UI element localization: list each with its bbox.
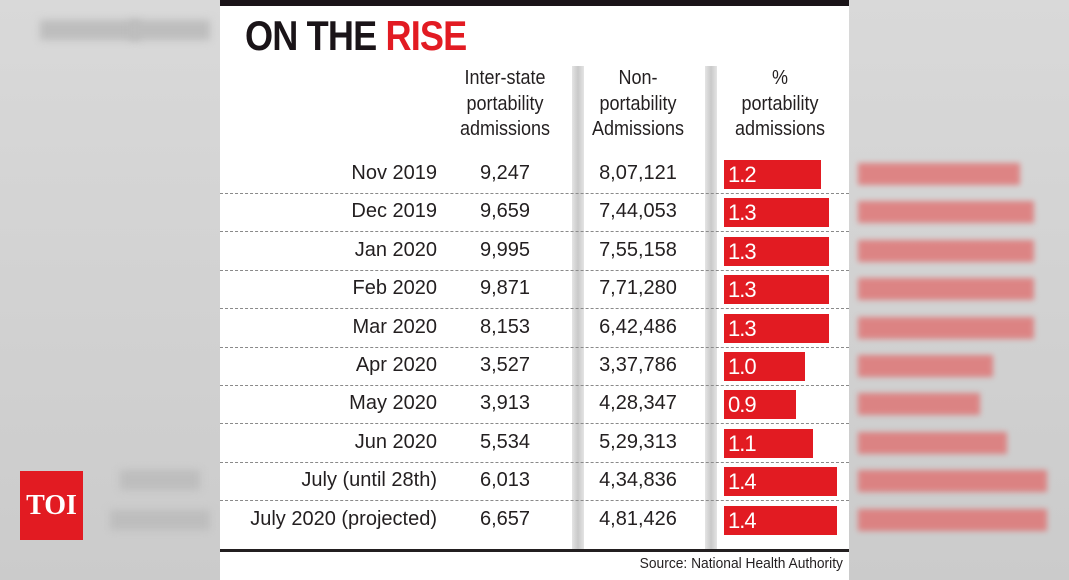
chart-title: ON THE RISE: [245, 12, 467, 60]
percent-bar: 1.3: [724, 275, 829, 305]
header-line: portability: [741, 92, 819, 115]
percent-bar: 0.9: [724, 390, 797, 420]
non-portability-value: 7,55,158: [599, 238, 677, 261]
source-note: Source: National Health Authority: [639, 555, 843, 572]
percent-bar: 1.3: [724, 313, 829, 343]
row-divider: [220, 423, 849, 425]
blurred-text: [40, 20, 140, 40]
table-row: Mar 2020 8,153 6,42,486 1.3: [220, 310, 849, 348]
table-row: Jan 2020 9,995 7,55,158 1.3: [220, 233, 849, 271]
row-divider: [220, 385, 849, 386]
blurred-bar: [858, 508, 1047, 531]
table-row: Feb 2020 9,871 7,71,280 1.3: [220, 271, 849, 310]
row-divider: [220, 308, 849, 310]
row-label: July 2020 (projected): [250, 507, 437, 530]
header-line: %: [771, 67, 789, 89]
inter-state-value: 3,527: [479, 354, 531, 376]
percent-bar: 1.4: [724, 505, 837, 535]
header-percent: % portability admissions: [726, 66, 834, 143]
header-inter-state: Inter-state portability admissions: [451, 66, 559, 143]
row-divider: [220, 500, 849, 502]
inter-state-value: 9,995: [479, 238, 531, 261]
inter-state-value: 9,247: [479, 162, 531, 184]
table-row: Apr 2020 3,527 3,37,786 1.0: [220, 348, 849, 386]
blurred-text: [110, 510, 210, 530]
table-row: Nov 2019 9,247 8,07,121 1.2: [220, 156, 849, 194]
row-label: Dec 2019: [351, 200, 437, 223]
table-row: May 2020 3,913 4,28,347 0.9: [220, 386, 849, 425]
non-portability-value: 4,28,347: [599, 392, 677, 415]
row-divider: [220, 193, 849, 194]
title-part-2: RISE: [385, 12, 467, 59]
blurred-bar: [858, 201, 1034, 224]
row-label: Feb 2020: [352, 277, 437, 300]
header-non-portability: Non- portability Admissions: [584, 66, 692, 143]
row-label: Mar 2020: [352, 315, 438, 338]
inter-state-value: 6,657: [479, 507, 531, 530]
blurred-bar: [858, 393, 980, 416]
column-separator: [572, 66, 584, 550]
blurred-text: [130, 20, 210, 40]
row-divider: [220, 231, 849, 233]
non-portability-value: 4,81,426: [599, 507, 677, 530]
inter-state-value: 9,659: [479, 200, 531, 223]
blurred-bar: [858, 470, 1047, 493]
top-bar: [220, 0, 849, 6]
header-line: Inter-state: [464, 67, 546, 89]
blurred-bar: [858, 355, 993, 377]
header-line: portability: [599, 92, 677, 115]
blurred-text: [120, 470, 200, 490]
inter-state-value: 9,871: [479, 277, 531, 300]
row-divider: [220, 461, 849, 463]
blurred-bar: [858, 316, 1034, 339]
percent-bar: 1.0: [724, 352, 805, 381]
row-label: Jan 2020: [354, 238, 437, 261]
title-part-1: ON THE: [245, 12, 386, 59]
non-portability-value: 4,34,836: [599, 469, 677, 492]
row-divider: [220, 269, 849, 271]
toi-logo: TOI: [20, 471, 83, 540]
table-row: Jun 2020 5,534 5,29,313 1.1: [220, 425, 849, 463]
percent-bar: 1.2: [724, 160, 821, 189]
non-portability-value: 7,71,280: [599, 277, 677, 300]
row-label: July (until 28th): [301, 469, 437, 492]
blurred-bar: [858, 163, 1020, 185]
percent-bar: 1.4: [724, 467, 837, 497]
blurred-bar: [858, 278, 1034, 301]
blurred-bar: [858, 239, 1034, 262]
inter-state-value: 3,913: [479, 392, 531, 415]
bottom-rule: [220, 549, 849, 552]
non-portability-value: 6,42,486: [599, 315, 677, 338]
inter-state-value: 5,534: [479, 430, 531, 453]
table-row: Dec 2019 9,659 7,44,053 1.3: [220, 194, 849, 233]
header-line: Admissions: [591, 118, 685, 140]
blurred-bar: [858, 431, 1007, 454]
row-label: Nov 2019: [351, 162, 437, 184]
non-portability-value: 3,37,786: [599, 354, 677, 376]
column-separator: [705, 66, 717, 550]
inter-state-value: 8,153: [479, 315, 531, 338]
infographic-card: ON THE RISE Inter-state portability admi…: [220, 0, 849, 580]
non-portability-value: 8,07,121: [599, 162, 677, 184]
header-line: admissions: [459, 118, 551, 140]
non-portability-value: 5,29,313: [599, 430, 677, 453]
percent-bar: 1.3: [724, 198, 829, 228]
row-label: Apr 2020: [355, 354, 437, 376]
header-line: Non-: [618, 67, 658, 89]
percent-bar: 1.3: [724, 236, 829, 266]
table-row: July 2020 (projected) 6,657 4,81,426 1.4: [220, 502, 849, 540]
table-row: July (until 28th) 6,013 4,34,836 1.4: [220, 463, 849, 502]
row-label: Jun 2020: [354, 430, 437, 453]
inter-state-value: 6,013: [479, 469, 531, 492]
percent-bar: 1.1: [724, 428, 813, 458]
row-divider: [220, 346, 849, 348]
header-line: admissions: [734, 118, 826, 140]
non-portability-value: 7,44,053: [599, 200, 677, 223]
header-line: portability: [466, 92, 544, 115]
row-label: May 2020: [349, 392, 437, 415]
